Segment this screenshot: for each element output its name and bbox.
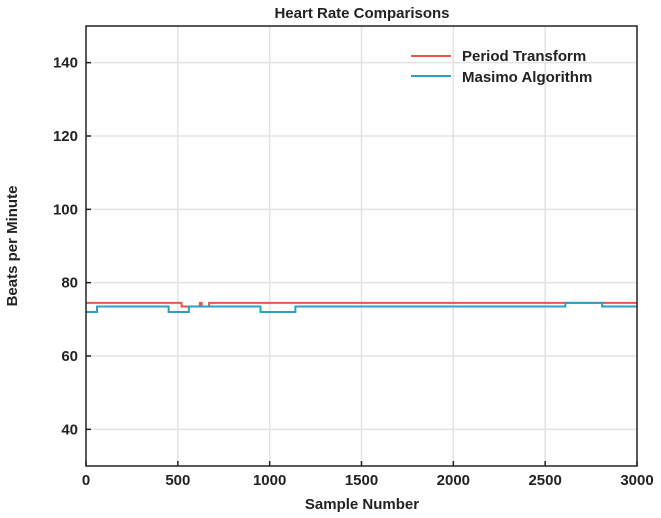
x-axis-label: Sample Number (305, 496, 419, 513)
series-line-period-transform (86, 301, 637, 308)
series-lines (86, 301, 637, 313)
series-line-masimo-algorithm (86, 301, 637, 313)
legend-label-masimo-algorithm: Masimo Algorithm (462, 69, 592, 86)
y-tick-label: 120 (53, 128, 78, 145)
legend: Period Transform Masimo Algorithm (411, 48, 592, 86)
chart-title: Heart Rate Comparisons (274, 5, 449, 22)
x-tick-label: 2000 (437, 472, 470, 489)
y-tick-label: 80 (61, 275, 78, 292)
x-tick-label: 0 (82, 472, 90, 489)
x-tick-label: 1000 (253, 472, 286, 489)
x-tick-label: 500 (165, 472, 190, 489)
y-axis-label: Beats per Minute (4, 186, 21, 307)
tick-labels: 0 500 1000 1500 2000 2500 3000 40 60 80 100 120 140 (53, 55, 654, 489)
legend-label-period-transform: Period Transform (462, 48, 586, 65)
x-tick-label: 3000 (620, 472, 653, 489)
y-tick-label: 140 (53, 55, 78, 72)
x-tick-label: 1500 (345, 472, 378, 489)
x-tick-label: 2500 (528, 472, 561, 489)
y-tick-label: 60 (61, 348, 78, 365)
grid (86, 26, 637, 466)
y-tick-label: 100 (53, 201, 78, 218)
y-tick-label: 40 (61, 421, 78, 438)
